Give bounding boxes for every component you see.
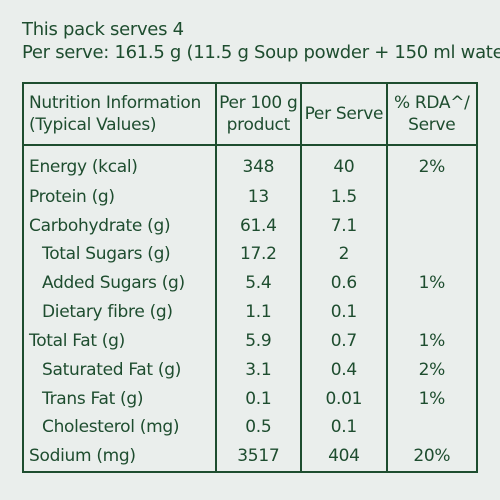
nutrient-name: Added Sugars (g) xyxy=(23,268,217,298)
per-100g-value: 1.1 xyxy=(215,297,303,327)
table-row-trans-fat: Trans Fat (g) 0.1 0.01 1% xyxy=(23,384,477,414)
per-serve-text: Per serve: 161.5 g (11.5 g Soup powder +… xyxy=(22,42,500,63)
rda-value: 1% xyxy=(418,273,446,294)
nutrient-name: Saturated Fat (g) xyxy=(23,355,217,385)
nutrient-name: Cholesterol (mg) xyxy=(23,413,217,442)
nutrition-table: Nutrition Information (Typical Values) P… xyxy=(22,82,478,473)
header-rda-line1: % RDA^/ xyxy=(393,93,470,113)
header-rda-line2: Serve xyxy=(408,115,456,135)
table-row-added-sugars: Added Sugars (g) 5.4 0.6 1% xyxy=(23,268,477,298)
per-serve-value: 2 xyxy=(301,240,388,269)
table-header-row: Nutrition Information (Typical Values) P… xyxy=(23,83,477,146)
rda-value: 1% xyxy=(418,330,446,351)
nutrient-name: Protein (g) xyxy=(23,182,217,212)
per-serve-value: 0.1 xyxy=(301,297,388,327)
table-row-total-sugars: Total Sugars (g) 17.2 2 xyxy=(23,240,477,269)
header-per-serve: Per Serve xyxy=(301,83,388,146)
per-100g-value: 5.9 xyxy=(215,326,303,356)
per-serve-value: 7.1 xyxy=(301,211,388,241)
header-per100-line1: Per 100 g xyxy=(219,93,298,113)
per-100g-value: 3517 xyxy=(215,441,303,472)
per-serve-value: 40 xyxy=(301,145,388,183)
table-row-carbohydrate: Carbohydrate (g) 61.4 7.1 xyxy=(23,211,477,241)
nutrient-name: Energy (kcal) xyxy=(23,145,217,183)
rda-value xyxy=(387,240,477,269)
per-100g-value: 348 xyxy=(215,145,303,183)
table-row-saturated-fat: Saturated Fat (g) 3.1 0.4 2% xyxy=(23,355,477,385)
header-per-serve-label: Per Serve xyxy=(304,104,384,124)
nutrient-name: Trans Fat (g) xyxy=(23,384,217,414)
nutrient-name: Dietary fibre (g) xyxy=(23,297,217,327)
rda-value xyxy=(387,211,477,240)
per-serve-value: 0.6 xyxy=(301,268,388,298)
table-row-cholesterol: Cholesterol (mg) 0.5 0.1 xyxy=(23,413,477,442)
per-100g-value: 0.1 xyxy=(215,384,303,414)
header-per-100g: Per 100 g product xyxy=(215,83,303,146)
nutrient-name: Carbohydrate (g) xyxy=(23,211,217,241)
pack-serves-text: This pack serves 4 xyxy=(22,19,184,40)
per-serve-value: 0.7 xyxy=(301,326,388,356)
per-100g-value: 17.2 xyxy=(215,240,303,269)
nutrient-name: Total Sugars (g) xyxy=(23,240,217,269)
per-100g-value: 3.1 xyxy=(215,355,303,385)
per-serve-value: 404 xyxy=(301,441,388,472)
rda-value: 20% xyxy=(413,446,451,467)
per-serve-value: 1.5 xyxy=(301,182,388,212)
nutrient-name: Sodium (mg) xyxy=(23,441,217,472)
table-row-dietary-fibre: Dietary fibre (g) 1.1 0.1 xyxy=(23,297,477,327)
table-row-total-fat: Total Fat (g) 5.9 0.7 1% xyxy=(23,326,477,356)
per-100g-value: 0.5 xyxy=(215,413,303,442)
header-per100-line2: product xyxy=(226,115,291,135)
table-row-energy: Energy (kcal) 348 40 2% xyxy=(23,145,477,183)
per-serve-value: 0.4 xyxy=(301,355,388,385)
header-rda: % RDA^/ Serve xyxy=(386,83,477,146)
header-nutrition-information: Nutrition Information (Typical Values) xyxy=(23,83,217,146)
per-serve-value: 0.1 xyxy=(301,413,388,442)
per-100g-value: 5.4 xyxy=(215,268,303,298)
per-100g-value: 61.4 xyxy=(215,211,303,241)
rda-value xyxy=(387,298,477,327)
rda-value: 2% xyxy=(418,359,446,380)
table-row-protein: Protein (g) 13 1.5 xyxy=(23,182,477,212)
nutrient-name: Total Fat (g) xyxy=(23,326,217,356)
pack-info: This pack serves 4 Per serve: 161.5 g (1… xyxy=(22,18,500,64)
rda-value xyxy=(387,182,477,211)
rda-value: 1% xyxy=(418,388,446,409)
per-serve-value: 0.01 xyxy=(301,384,388,414)
per-100g-value: 13 xyxy=(215,182,303,212)
table-row-sodium: Sodium (mg) 3517 404 20% xyxy=(23,441,477,472)
header-name-line2: (Typical Values) xyxy=(29,115,157,135)
header-name-line1: Nutrition Information xyxy=(29,93,201,113)
rda-value xyxy=(387,413,477,442)
rda-value: 2% xyxy=(418,157,446,178)
